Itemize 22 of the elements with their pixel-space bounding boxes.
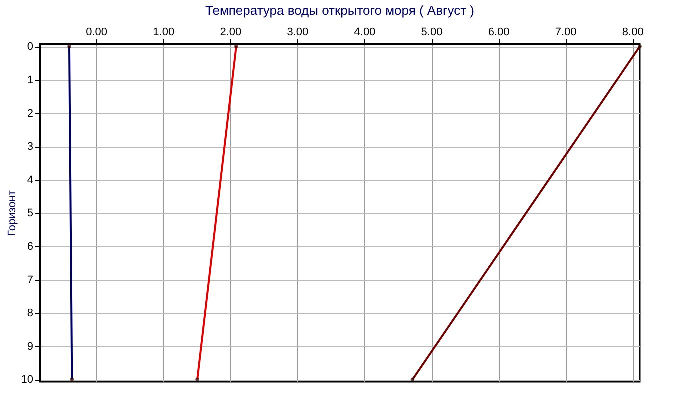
y-tick-label: 6 (27, 240, 34, 253)
x-tick-label: 6.00 (488, 26, 510, 38)
y-tick-label: 9 (27, 340, 34, 353)
x-tick-label: 0.00 (86, 26, 108, 38)
y-axis-title: Горизонт (6, 190, 18, 236)
y-tick-label: 7 (27, 274, 34, 286)
y-tick-label: 3 (27, 141, 34, 154)
y-tick-label: 4 (27, 174, 34, 186)
x-tick-label: 4.00 (354, 26, 376, 38)
x-tick-label: 7.00 (555, 26, 577, 38)
y-tick-label: 2 (27, 108, 34, 120)
y-tick-label: 5 (27, 208, 34, 220)
y-tick-label: 1 (27, 74, 34, 86)
y-tick-label: 10 (21, 374, 34, 386)
x-tick-label: 5.00 (421, 26, 443, 38)
x-tick-label: 2.00 (220, 26, 242, 38)
x-tick-label: 8.00 (622, 26, 644, 38)
x-tick-label: 1.00 (153, 26, 175, 38)
y-tick-label: 8 (27, 308, 34, 320)
y-tick-label: 0 (27, 41, 34, 54)
x-tick-label: 3.00 (287, 26, 309, 38)
chart-title: Температура воды открытого моря ( Август ) (205, 3, 475, 18)
